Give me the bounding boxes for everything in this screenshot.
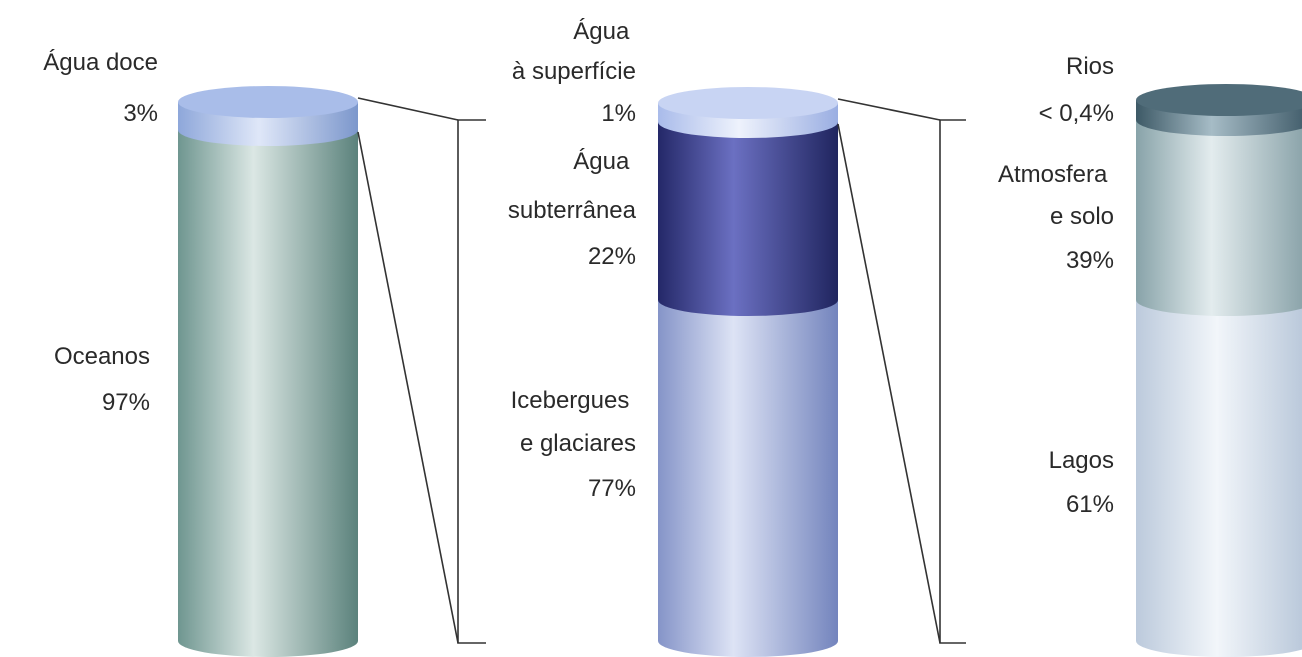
segment-oceanos	[178, 125, 358, 657]
value-rios: < 0,4%	[1039, 100, 1114, 127]
connector-line	[837, 98, 941, 121]
label-agua-subterranea: Água subterrânea	[508, 148, 637, 224]
value-agua-superficie: 1%	[601, 100, 636, 127]
value-agua-doce: 3%	[123, 100, 158, 127]
column-total-water	[178, 86, 358, 657]
label-oceanos: Oceanos	[54, 343, 150, 370]
segment-atmosfera-solo	[1136, 118, 1302, 316]
connector-line	[357, 131, 459, 644]
segment-lagos	[1136, 300, 1302, 657]
segment-agua-subterranea	[658, 120, 838, 316]
connector-line	[837, 123, 941, 644]
label-agua-superficie: Água à superfície	[512, 18, 636, 85]
column-surface-water	[1136, 84, 1302, 657]
segment-icebergues-glaciares	[658, 300, 838, 657]
column-3-top	[1136, 84, 1302, 116]
connector-bracket	[457, 119, 486, 644]
label-lagos: Lagos	[1049, 447, 1114, 474]
connector-line	[357, 97, 459, 121]
column-1-top	[178, 86, 358, 118]
column-fresh-water	[658, 87, 838, 657]
value-agua-subterranea: 22%	[588, 243, 636, 270]
label-atmosfera-solo: Atmosfera e solo	[998, 161, 1114, 230]
value-atmosfera-solo: 39%	[1066, 247, 1114, 274]
connectors	[357, 97, 966, 644]
column-2-top	[658, 87, 838, 119]
labels: Água doce 3% Oceanos 97% Água à superfíc…	[43, 18, 1114, 518]
value-icebergues-glaciares: 77%	[588, 475, 636, 502]
value-lagos: 61%	[1066, 491, 1114, 518]
connector-bracket	[939, 119, 966, 644]
label-icebergues-glaciares: Icebergues e glaciares	[511, 387, 636, 457]
value-oceanos: 97%	[102, 389, 150, 416]
label-rios: Rios	[1066, 53, 1114, 80]
label-agua-doce: Água doce	[43, 49, 158, 76]
